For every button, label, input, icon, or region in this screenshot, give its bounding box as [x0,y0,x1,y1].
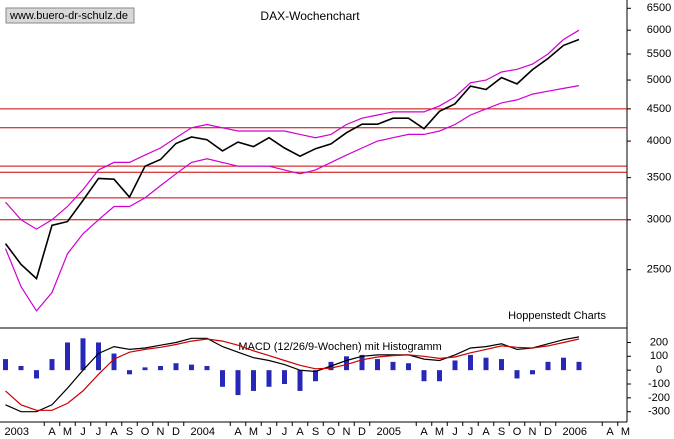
y-tick-label: 0 [656,364,662,376]
histogram-bar [576,361,582,371]
x-tick-label: J [468,426,474,438]
x-tick-label: N [343,426,351,438]
histogram-bar [313,370,318,382]
histogram-bar [545,361,551,371]
x-tick-label: 2004 [191,426,215,438]
x-tick-label: M [249,426,258,438]
chart-title: DAX-Wochenchart [260,9,360,23]
histogram-bar [127,370,132,375]
x-tick-label: D [358,426,366,438]
price-line [4,38,580,281]
x-tick-label: D [172,426,180,438]
x-tick-label: D [544,426,552,438]
histogram-bar [158,366,163,371]
source: www.buero-dr-schulz.de [9,10,128,22]
histogram-bar [189,364,194,371]
macd-title: MACD (12/26/9-Wochen) mit Histogramm [238,341,441,353]
histogram-bar [111,353,117,371]
x-tick-label: A [420,426,428,438]
x-tick-label: N [157,426,165,438]
histogram-bar [437,370,442,382]
histogram-bar [421,370,427,382]
x-tick-label: N [529,426,537,438]
histogram-bar [96,342,101,371]
histogram-bar [49,359,55,371]
x-tick-label: M [63,426,72,438]
annotation: Hoppenstedt Charts [508,310,606,322]
x-tick-label: J [452,426,458,438]
histogram-bar [390,361,396,371]
x-tick-label: 2006 [563,426,587,438]
y-tick-label: 3500 [647,172,671,184]
histogram-bar [80,338,86,371]
histogram-bar [282,370,287,384]
x-tick-label: J [282,426,288,438]
histogram-bar [468,354,473,371]
x-tick-label: A [296,426,304,438]
y-tick-label: -300 [648,406,670,418]
macd-line [5,336,580,413]
histogram-bar [266,370,272,387]
y-tick-label: 6000 [647,24,671,36]
histogram-bar [452,360,458,371]
y-tick-label: 4000 [647,135,671,147]
histogram-bar [297,370,303,391]
x-tick-label: A [606,426,614,438]
x-tick-label: A [234,426,242,438]
histogram-bar [406,363,411,371]
histogram-bar [142,367,148,371]
band-line [4,85,580,312]
x-tick-label: S [312,426,319,438]
histogram-bar [251,370,256,391]
x-tick-label: M [435,426,444,438]
x-tick-label: S [126,426,133,438]
x-tick-label: O [141,426,150,438]
histogram-bar [18,366,24,371]
histogram-bar [65,342,70,371]
x-tick-label: J [80,426,86,438]
histogram-bar [3,359,8,371]
band-line [5,29,580,230]
y-tick-label: 2500 [647,264,671,276]
histogram-bar [235,370,241,396]
y-tick-label: 6500 [647,2,671,14]
x-tick-label: A [110,426,118,438]
y-tick-label: 5500 [647,48,671,60]
y-tick-label: 5000 [647,74,671,86]
x-tick-label: 2005 [377,426,401,438]
y-tick-label: 3000 [647,214,671,226]
x-tick-label: J [96,426,102,438]
histogram-bar [483,357,489,371]
x-tick-label: 2003 [5,426,29,438]
x-tick-label: S [498,426,505,438]
x-tick-label: A [482,426,490,438]
y-tick-label: 100 [650,350,668,362]
histogram-bar [499,359,504,371]
x-tick-label: O [327,426,336,438]
x-tick-label: A [48,426,56,438]
x-tick-label: J [266,426,272,438]
histogram-bar [375,359,380,371]
x-tick-label: O [513,426,522,438]
x-tick-label: M [621,426,630,438]
histogram-bar [204,366,210,371]
y-tick-label: 200 [650,336,668,348]
histogram-bar [220,370,225,387]
histogram-bar [514,370,520,379]
histogram-bar [34,370,39,379]
histogram-bar [561,357,566,371]
source-box [5,7,135,24]
y-tick-label: -100 [648,378,670,390]
macd-line [5,338,580,411]
histogram-bar [530,370,535,375]
y-tick-label: -200 [648,392,670,404]
y-tick-label: 4500 [647,103,671,115]
histogram-bar [344,356,349,371]
histogram-bar [359,354,365,371]
histogram-bar [173,363,179,371]
